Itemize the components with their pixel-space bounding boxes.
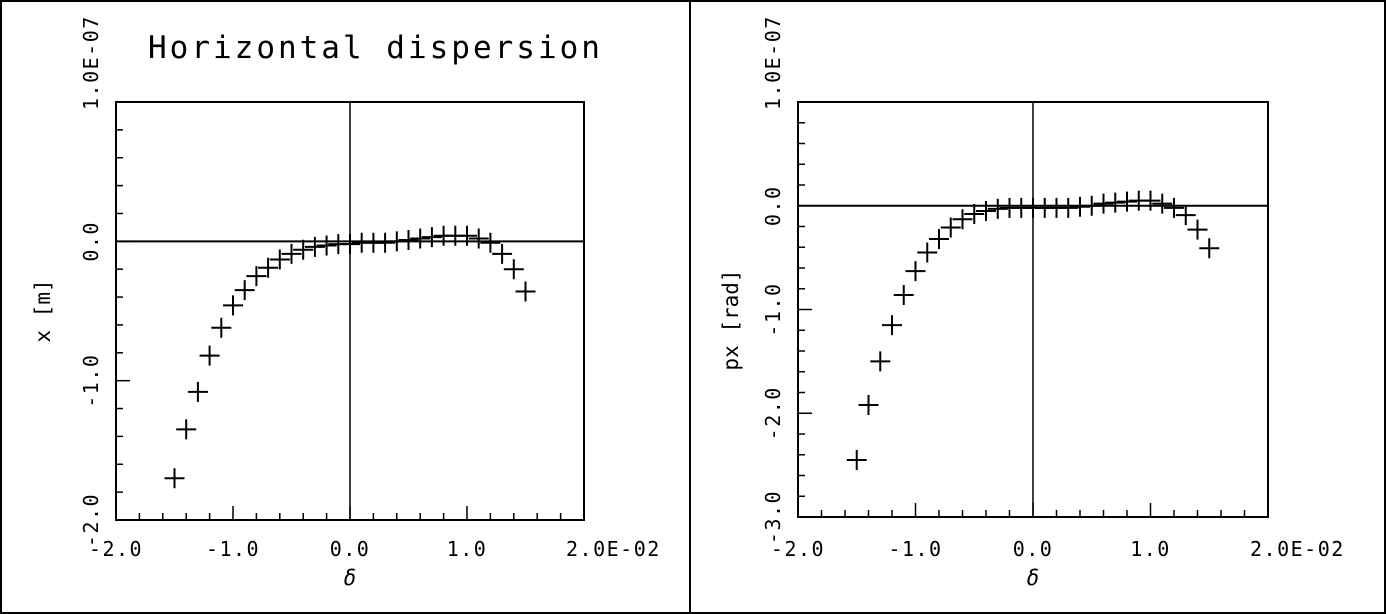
data-point bbox=[398, 229, 419, 250]
data-point bbox=[480, 232, 501, 253]
x-tick-label: -2.0 bbox=[771, 537, 825, 561]
data-point bbox=[176, 419, 197, 440]
data-point bbox=[1187, 219, 1208, 240]
y-axis-label: px [rad] bbox=[719, 269, 743, 370]
y-tick-label: 0.0 bbox=[761, 185, 785, 226]
data-point bbox=[940, 217, 961, 238]
x-tick-label: -1.0 bbox=[888, 537, 942, 561]
data-point bbox=[304, 236, 325, 257]
x-axis-label: δ bbox=[1027, 566, 1040, 590]
panel-horizontal-dispersion: Horizontal dispersion -2.0 -1.0 0.0 1.0E-07… bbox=[31, 15, 661, 590]
data-point bbox=[492, 243, 513, 264]
x-tick-label: 0.0 bbox=[330, 537, 371, 561]
data-point bbox=[858, 394, 879, 415]
data-point bbox=[1105, 192, 1126, 213]
data-point bbox=[1070, 196, 1090, 217]
data-point bbox=[199, 345, 220, 366]
data-point bbox=[882, 315, 902, 336]
data-point bbox=[515, 281, 536, 302]
data-point bbox=[976, 200, 996, 221]
data-point bbox=[223, 295, 243, 316]
data-point bbox=[468, 228, 489, 249]
y-tick-label: -1.0 bbox=[761, 282, 785, 336]
y-tick-label: 1.0E-07 bbox=[761, 15, 785, 110]
y-axis-label: x [m] bbox=[31, 279, 55, 342]
data-point bbox=[1199, 238, 1220, 259]
y-tick-label: -1.0 bbox=[79, 354, 103, 408]
data-point bbox=[293, 239, 314, 260]
x-tick-label: -1.0 bbox=[206, 537, 260, 561]
data-point bbox=[1081, 195, 1102, 216]
data-point bbox=[340, 234, 360, 255]
x-tick-label: 2.0E-02 bbox=[566, 537, 661, 561]
y-tick-label: 1.0E-07 bbox=[79, 15, 103, 110]
data-point bbox=[1140, 190, 1161, 211]
panel-px: -3.0-2.0-1.00.01.0E-07 -2.0 -1.0 0.0 1.0 2.0… bbox=[719, 15, 1345, 590]
data-point bbox=[987, 198, 1008, 219]
data-point bbox=[281, 243, 302, 264]
data-point bbox=[1058, 197, 1079, 218]
data-point bbox=[269, 249, 290, 270]
data-point bbox=[386, 231, 407, 252]
data-point bbox=[234, 280, 255, 301]
data-point bbox=[375, 232, 396, 253]
y-tick-labels: -2.0 -1.0 0.0 1.0E-07 bbox=[79, 15, 103, 547]
x-tick-label: 1.0 bbox=[1130, 537, 1171, 561]
data-point bbox=[929, 228, 949, 249]
x-tick-labels: -2.0 -1.0 0.0 1.0 2.0E-02 bbox=[89, 537, 661, 561]
data-point bbox=[316, 235, 337, 256]
data-point bbox=[457, 225, 477, 246]
data-point bbox=[187, 381, 208, 402]
chart-title: Horizontal dispersion bbox=[148, 30, 603, 66]
data-point bbox=[421, 227, 442, 248]
x-axis-label: δ bbox=[344, 566, 357, 590]
y-tick-label: -2.0 bbox=[79, 493, 103, 547]
data-point bbox=[917, 242, 938, 263]
data-point bbox=[503, 259, 524, 280]
data-point bbox=[1164, 197, 1184, 218]
data-point bbox=[1175, 205, 1196, 226]
x-tick-label: 2.0E-02 bbox=[1250, 537, 1345, 561]
data-point bbox=[905, 261, 926, 282]
x-tick-label: 0.0 bbox=[1013, 537, 1054, 561]
data-point bbox=[870, 351, 891, 372]
y-tick-label: -2.0 bbox=[761, 386, 785, 440]
data-point bbox=[846, 449, 867, 470]
plot-content bbox=[115, 101, 585, 521]
y-tick-label: 0.0 bbox=[79, 221, 103, 262]
x-tick-label: 1.0 bbox=[447, 537, 488, 561]
data-point bbox=[893, 284, 914, 305]
data-point bbox=[246, 266, 267, 287]
data-point bbox=[164, 468, 185, 489]
plot-content bbox=[797, 101, 1269, 518]
data-point bbox=[964, 204, 985, 225]
data-point bbox=[410, 228, 431, 249]
data-point bbox=[952, 209, 973, 230]
data-point bbox=[1093, 193, 1114, 214]
data-point bbox=[258, 257, 279, 278]
data-point bbox=[1117, 191, 1137, 212]
x-tick-label: -2.0 bbox=[89, 537, 143, 561]
y-tick-label: -3.0 bbox=[761, 490, 785, 544]
data-point bbox=[211, 317, 232, 338]
data-point bbox=[1152, 193, 1173, 214]
y-tick-labels: -3.0 -2.0 -1.0 0.0 1.0E-07 bbox=[761, 15, 785, 544]
x-tick-labels: -2.0 -1.0 0.0 1.0 2.0E-02 bbox=[771, 537, 1345, 561]
